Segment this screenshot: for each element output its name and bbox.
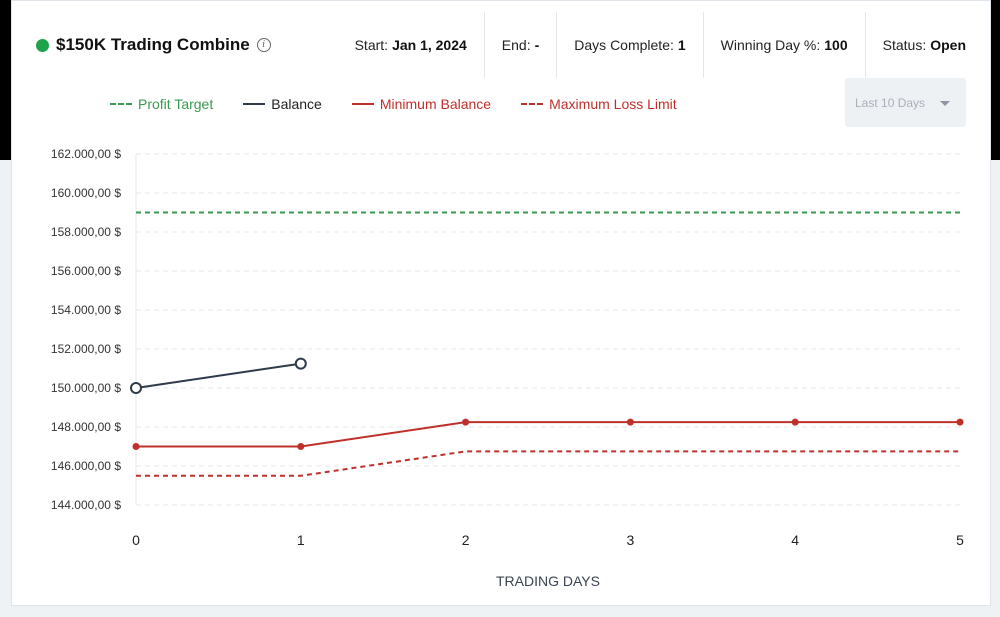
stat-end-value: - [534,37,540,53]
y-tick-label: 146.000,00 $ [51,459,121,473]
card-title: $150K Trading Combine [56,35,250,54]
series-line-minimum-balance [136,421,960,448]
y-tick-label: 162.000,00 $ [51,147,121,161]
status-dot-icon [36,38,49,52]
legend-swatch-balance [243,103,266,105]
x-tick-label: 3 [627,532,635,548]
x-tick-label: 1 [297,532,305,548]
stat-days-value: 1 [677,37,686,53]
stat-winning-day: Winning Day %: 100 [702,12,865,78]
line-chart: 144.000,00 $ 146.000,00 $ 148.000,00 $ 150.… [51,147,964,589]
stat-status-value: Open [930,37,966,53]
stat-status: Status: Open [864,12,976,78]
legend-swatch-maximum-loss-limit [521,103,544,105]
legend-label-maximum-loss-limit: Maximum Loss Limit [549,96,677,112]
x-tick-label: 5 [956,532,964,548]
stat-start-value: Jan 1, 2024 [392,37,467,53]
card-header: $150K Trading Combine i Start: Jan 1, 20… [12,1,992,90]
x-tick-label: 2 [462,532,470,548]
legend-item-maximum-loss-limit[interactable]: Maximum Loss Limit [521,96,677,112]
data-point-minimum-balance [956,418,964,426]
data-point-minimum-balance [791,418,799,426]
stat-winning-value: 100 [824,37,848,53]
x-tick-label: 4 [791,532,799,548]
legend-swatch-profit-target [110,103,132,105]
stat-end: End: - [483,12,556,78]
stat-status-label: Status: [882,37,927,53]
legend-label-minimum-balance: Minimum Balance [379,96,492,112]
series-line-balance [135,362,301,389]
stat-start-label: Start: [354,37,389,53]
legend-label-profit-target: Profit Target [138,96,214,112]
data-point-balance [294,357,307,370]
x-tick-label: 0 [132,532,140,548]
legend-item-minimum-balance[interactable]: Minimum Balance [351,96,492,112]
x-axis-title: TRADING DAYS [496,573,600,589]
chart-card: $150K Trading Combine i Start: Jan 1, 20… [11,0,991,606]
stat-start: Start: Jan 1, 2024 [338,12,484,78]
chevron-down-icon [940,101,950,106]
data-point-minimum-balance [297,443,305,450]
data-point-minimum-balance [132,443,140,450]
y-tick-label: 148.000,00 $ [51,420,121,434]
data-point-minimum-balance [462,418,470,426]
stat-days-complete: Days Complete: 1 [556,12,702,78]
legend-label-balance: Balance [271,96,322,112]
y-tick-label: 144.000,00 $ [51,498,121,512]
chart-legend: Profit Target Balance Minimum Balance Ma… [110,96,707,112]
series-line-maximum-loss-limit [136,450,960,477]
data-point-balance [130,382,142,394]
y-tick-label: 156.000,00 $ [51,264,121,278]
stats-bar: Start: Jan 1, 2024 End: - Days Complete:… [338,12,976,78]
y-tick-label: 158.000,00 $ [51,225,121,239]
stat-end-label: End: [501,37,531,53]
legend-item-profit-target[interactable]: Profit Target [110,96,213,112]
range-select-value: Last 10 Days [855,95,926,110]
stat-winning-label: Winning Day %: [720,37,821,53]
y-tick-label: 150.000,00 $ [51,381,121,395]
info-icon[interactable]: i [256,38,271,52]
y-tick-label: 152.000,00 $ [51,342,121,356]
legend-item-balance[interactable]: Balance [243,96,322,112]
y-tick-label: 154.000,00 $ [51,303,121,317]
title-group: $150K Trading Combine i [36,35,271,55]
y-tick-label: 160.000,00 $ [51,186,121,200]
data-point-minimum-balance [626,418,634,426]
range-select[interactable]: Last 10 Days [845,78,966,127]
legend-swatch-minimum-balance [351,103,374,105]
stat-days-label: Days Complete: [574,37,674,53]
